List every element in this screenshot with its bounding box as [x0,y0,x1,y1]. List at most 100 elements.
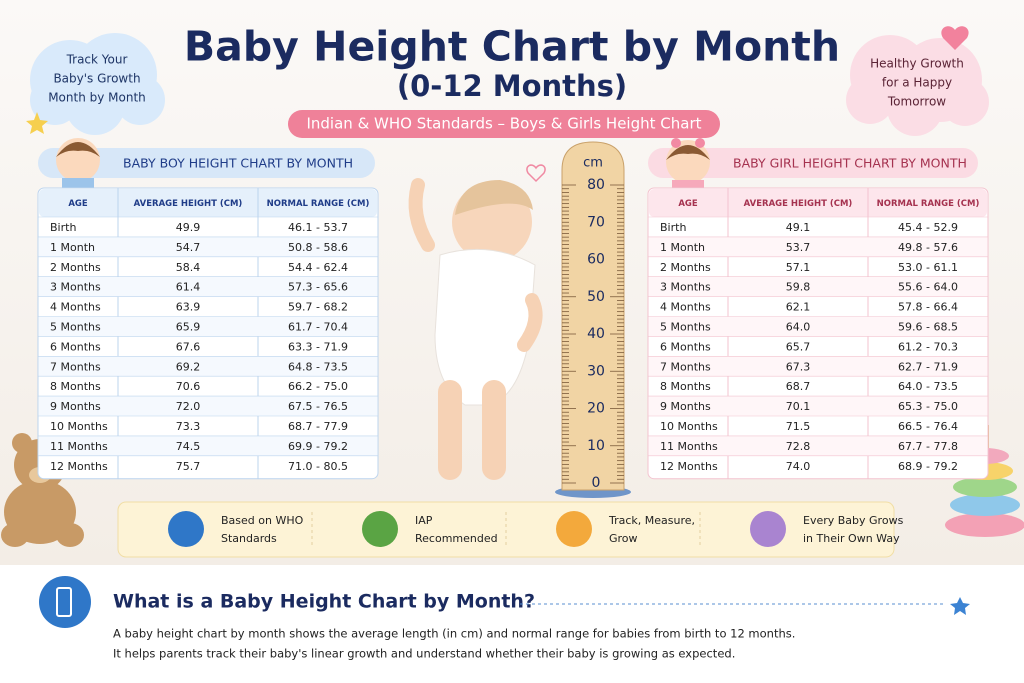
value-cell: 54.7 [176,241,201,254]
value-cell: 59.8 [786,281,811,294]
value-cell: 70.1 [786,400,811,413]
value-cell: 49.9 [176,221,201,234]
feature-text: Recommended [415,532,498,545]
age-cell: 11 Months [660,440,718,453]
baby-illustration [408,178,543,480]
value-cell: 62.7 - 71.9 [898,360,958,373]
subtitle: (0-12 Months) [397,69,627,103]
value-cell: 67.5 - 76.5 [288,400,348,413]
value-cell: 53.7 [786,241,811,254]
star-icon [26,112,48,134]
age-cell: 8 Months [660,380,711,393]
feature-text: IAP [415,514,433,527]
age-cell: 3 Months [660,281,711,294]
value-cell: 61.7 - 70.4 [288,320,348,333]
feature-text: in Their Own Way [803,532,900,545]
age-cell: 3 Months [50,281,101,294]
value-cell: 66.5 - 76.4 [898,420,958,433]
feature-text: Based on WHO [221,514,304,527]
value-cell: 65.9 [176,320,201,333]
value-cell: 63.9 [176,301,201,314]
feature-icon [750,511,786,547]
value-cell: 57.1 [786,261,811,274]
value-cell: 67.7 - 77.8 [898,440,958,453]
footer-background [0,565,1024,683]
value-cell: 54.4 - 62.4 [288,261,348,274]
age-cell: 1 Month [660,241,705,254]
value-cell: 62.1 [786,301,811,314]
age-cell: 11 Months [50,440,108,453]
bubble-text: for a Happy [882,76,952,90]
table: BABY BOY HEIGHT CHART BY MONTH AGE AVERAGE… [37,156,379,480]
age-cell: 5 Months [50,320,101,333]
row-stripe [649,435,987,456]
row-stripe [649,276,987,297]
ruler-label: 70 [587,214,605,230]
value-cell: 66.2 - 75.0 [288,380,348,393]
ruler-scale: cm 80 70 60 50 40 30 20 10 0 [562,156,624,491]
section-heading: What is a Baby Height Chart by Month? [113,591,535,613]
value-cell: 68.9 - 79.2 [898,460,958,473]
bubble-text: Baby's Growth [53,72,140,86]
value-cell: 58.4 [176,261,201,274]
age-cell: 6 Months [660,340,711,353]
feature-text: Every Baby Grows [803,514,904,527]
age-cell: 5 Months [660,320,711,333]
value-cell: 59.7 - 68.2 [288,301,348,314]
column-header: AGE [68,199,88,209]
value-cell: 68.7 - 77.9 [288,420,348,433]
value-cell: 61.4 [176,281,201,294]
value-cell: 49.8 - 57.6 [898,241,958,254]
age-cell: 2 Months [660,261,711,274]
heart-icon [941,26,969,50]
ruler-unit: cm [583,156,603,171]
column-header: NORMAL RANGE (CM) [877,199,980,209]
value-cell: 63.3 - 71.9 [288,340,348,353]
value-cell: 70.6 [176,380,201,393]
age-cell: 4 Months [660,301,711,314]
value-cell: 55.6 - 64.0 [898,281,958,294]
ruler-label: 60 [587,252,605,268]
feature-text: Track, Measure, [608,514,695,527]
tagline: Indian & WHO Standards – Boys & Girls He… [306,115,701,133]
value-cell: 45.4 - 52.9 [898,221,958,234]
row-stripe [649,316,987,337]
star-icon [950,597,970,615]
age-cell: 2 Months [50,261,101,274]
heart-outline [526,164,546,183]
value-cell: 61.2 - 70.3 [898,340,958,353]
value-cell: 59.6 - 68.5 [898,320,958,333]
value-cell: 71.5 [786,420,811,433]
ruler-label: 20 [587,401,605,417]
value-cell: 64.0 - 73.5 [898,380,958,393]
age-cell: Birth [50,221,76,234]
girl-face [666,138,710,188]
table-head [649,189,987,217]
age-cell: Birth [660,221,686,234]
tagline-pill [288,110,720,138]
value-cell: 74.0 [786,460,811,473]
value-cell: 49.1 [786,221,811,234]
value-cell: 74.5 [176,440,201,453]
features: Based on WHO Standards IAP Recommended Track… [168,511,904,547]
age-cell: 10 Months [50,420,108,433]
bubble-text: Healthy Growth [870,57,964,71]
paragraph-line: It helps parents track their baby's line… [113,647,735,661]
feature-icon [556,511,592,547]
age-cell: 10 Months [660,420,718,433]
feature-text: Standards [221,532,277,545]
bubble-text: Month by Month [48,91,146,105]
value-cell: 65.7 [786,340,811,353]
value-cell: 64.8 - 73.5 [288,360,348,373]
row-stripe [39,276,377,297]
feature-icon [168,511,204,547]
row-stripe [649,236,987,257]
ruler-label: 10 [587,438,605,454]
value-cell: 46.1 - 53.7 [288,221,348,234]
age-cell: 7 Months [660,360,711,373]
value-cell: 64.0 [786,320,811,333]
row-stripe [39,236,377,257]
boy-title-pill [38,148,375,178]
value-cell: 53.0 - 61.1 [898,261,958,274]
column-header: AGE [678,199,698,209]
